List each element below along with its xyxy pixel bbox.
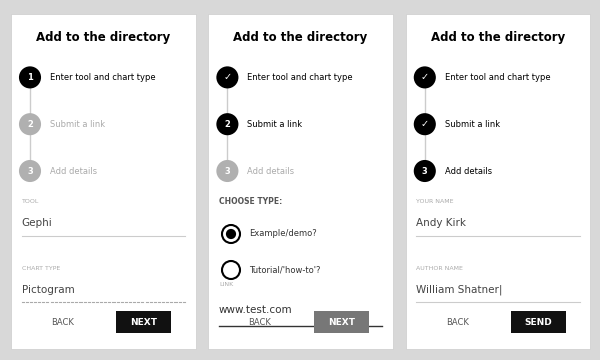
Ellipse shape: [20, 67, 40, 87]
Text: Enter tool and chart type: Enter tool and chart type: [445, 73, 550, 82]
Ellipse shape: [217, 161, 238, 181]
Text: CHART TYPE: CHART TYPE: [22, 266, 60, 271]
Ellipse shape: [222, 261, 240, 279]
Text: ✓: ✓: [421, 72, 429, 82]
Ellipse shape: [415, 161, 435, 181]
Text: NEXT: NEXT: [328, 318, 355, 327]
Text: www.test.com: www.test.com: [219, 305, 293, 315]
Text: 2: 2: [224, 120, 230, 129]
Text: TOOL: TOOL: [22, 199, 39, 204]
Text: ✓: ✓: [223, 72, 232, 82]
FancyBboxPatch shape: [511, 311, 566, 333]
Text: 2: 2: [27, 120, 33, 129]
Text: Submit a link: Submit a link: [247, 120, 302, 129]
Text: 1: 1: [27, 73, 33, 82]
Text: 3: 3: [422, 166, 428, 175]
Ellipse shape: [217, 67, 238, 87]
Text: Add details: Add details: [50, 166, 97, 175]
Text: 3: 3: [224, 166, 230, 175]
Text: LINK: LINK: [219, 282, 233, 287]
Text: NEXT: NEXT: [130, 318, 157, 327]
Text: BACK: BACK: [446, 318, 469, 327]
Text: Enter tool and chart type: Enter tool and chart type: [50, 73, 155, 82]
Ellipse shape: [227, 230, 235, 238]
Text: Tutorial/'how-to'?: Tutorial/'how-to'?: [249, 266, 320, 274]
Ellipse shape: [217, 114, 238, 134]
Text: BACK: BACK: [51, 318, 74, 327]
Ellipse shape: [20, 114, 40, 134]
Text: Gephi: Gephi: [22, 218, 52, 228]
Text: AUTHOR NAME: AUTHOR NAME: [416, 266, 463, 271]
Ellipse shape: [415, 67, 435, 87]
Text: Submit a link: Submit a link: [50, 120, 105, 129]
Ellipse shape: [222, 225, 240, 243]
FancyBboxPatch shape: [116, 311, 172, 333]
FancyBboxPatch shape: [314, 311, 369, 333]
FancyBboxPatch shape: [208, 14, 393, 349]
Text: 3: 3: [27, 166, 33, 175]
Text: Add details: Add details: [445, 166, 492, 175]
Ellipse shape: [415, 114, 435, 134]
Text: SEND: SEND: [525, 318, 553, 327]
Text: Pictogram: Pictogram: [22, 285, 74, 295]
Text: CHOOSE TYPE:: CHOOSE TYPE:: [219, 197, 282, 206]
Text: Add details: Add details: [247, 166, 295, 175]
FancyBboxPatch shape: [406, 14, 590, 349]
Text: Andy Kirk: Andy Kirk: [416, 218, 466, 228]
Text: BACK: BACK: [248, 318, 271, 327]
Text: Submit a link: Submit a link: [445, 120, 500, 129]
Text: Add to the directory: Add to the directory: [233, 31, 368, 44]
Text: Add to the directory: Add to the directory: [431, 31, 565, 44]
Text: William Shatner|: William Shatner|: [416, 284, 503, 295]
Text: Example/demo?: Example/demo?: [249, 230, 317, 239]
Ellipse shape: [20, 161, 40, 181]
FancyBboxPatch shape: [11, 14, 196, 349]
Text: Enter tool and chart type: Enter tool and chart type: [247, 73, 353, 82]
Text: Add to the directory: Add to the directory: [36, 31, 170, 44]
Text: ✓: ✓: [421, 119, 429, 129]
Text: YOUR NAME: YOUR NAME: [416, 199, 454, 204]
